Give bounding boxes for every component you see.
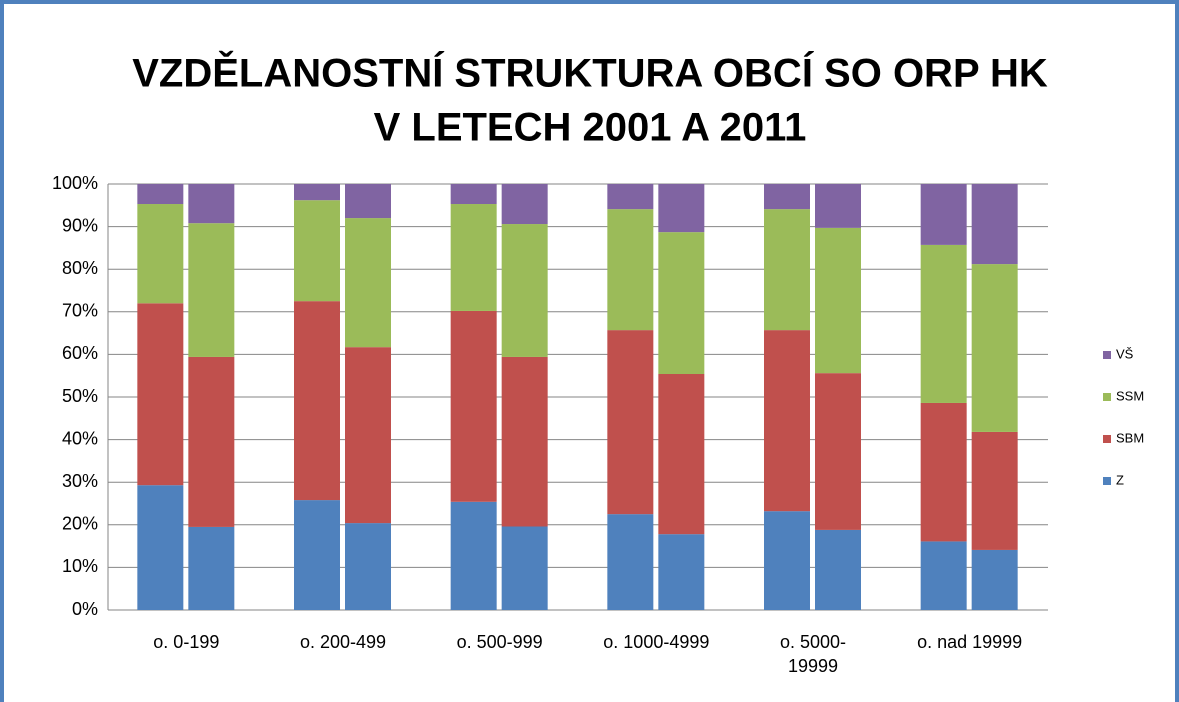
legend-swatch <box>1103 435 1111 443</box>
bar-segment <box>345 523 391 610</box>
legend-swatch <box>1103 477 1111 485</box>
bar-segment <box>764 330 810 512</box>
y-tick-label: 10% <box>62 556 98 576</box>
bar-segment <box>137 184 184 205</box>
bar-segment <box>188 223 235 357</box>
x-tick-label: o. 0-199 <box>153 632 220 652</box>
bar-segment <box>450 184 497 205</box>
bar-segment <box>501 526 548 610</box>
bar-segment <box>658 373 705 535</box>
bar-segment <box>450 310 497 502</box>
bar-segment <box>450 204 497 311</box>
bar-segment <box>658 534 705 610</box>
bar-segment <box>764 511 810 610</box>
legend-label: Z <box>1116 472 1124 487</box>
y-tick-label: 50% <box>62 386 98 406</box>
bar-segment <box>971 264 1018 432</box>
bar-segment <box>188 184 235 224</box>
bar-segment <box>501 184 548 225</box>
bar-segment <box>607 514 654 610</box>
bar-segment <box>294 184 340 201</box>
bar-segment <box>658 232 705 374</box>
bar-segment <box>607 209 654 331</box>
x-tick-label: o. 200-499 <box>299 632 387 652</box>
bar-segment <box>501 224 548 357</box>
y-tick-label: 80% <box>62 258 98 278</box>
bar-segment <box>920 184 967 245</box>
bar-segment <box>971 431 1018 550</box>
bar-segment <box>137 204 184 304</box>
legend-swatch <box>1103 393 1111 401</box>
legend-label: SBM <box>1116 430 1144 445</box>
legend-swatch <box>1103 351 1111 359</box>
bar-segment <box>764 184 810 210</box>
chart-title: V LETECH 2001 A 2011 <box>374 106 807 150</box>
y-tick-label: 100% <box>52 173 98 193</box>
chart-title: VZDĚLANOSTNÍ STRUKTURA OBCÍ SO ORP HK <box>132 50 1048 96</box>
bar-segment <box>815 227 861 374</box>
bar-segment <box>971 549 1018 610</box>
bar-segment <box>501 356 548 527</box>
bar-segment <box>658 184 705 233</box>
bar-segment <box>294 200 340 302</box>
bar-segment <box>188 526 235 610</box>
bar-segment <box>188 356 235 527</box>
bar-segment <box>294 301 340 501</box>
bar-segment <box>815 373 861 530</box>
y-tick-label: 90% <box>62 215 98 235</box>
y-tick-label: 20% <box>62 514 98 534</box>
x-tick-label: o. 500-999 <box>456 632 543 652</box>
bar-segment <box>345 347 391 524</box>
bar-segment <box>607 330 654 515</box>
y-tick-label: 30% <box>62 471 98 491</box>
bar-segment <box>137 485 184 610</box>
y-tick-label: 70% <box>62 301 98 321</box>
bar-segment <box>920 244 967 403</box>
bar-segment <box>764 209 810 331</box>
bar-segment <box>920 541 967 610</box>
y-tick-label: 40% <box>62 428 98 448</box>
x-tick-label: o. 1000-4999 <box>603 632 710 652</box>
bar-segment <box>607 184 654 210</box>
x-tick-label: o. nad 19999 <box>917 632 1023 652</box>
bar-segment <box>345 184 391 219</box>
bar-segment <box>815 184 861 228</box>
bar-segment <box>137 303 184 486</box>
bar-segment <box>971 184 1018 265</box>
y-tick-label: 0% <box>72 599 98 619</box>
bar-segment <box>920 402 967 542</box>
bar-segment <box>294 500 340 610</box>
legend-label: SSM <box>1116 388 1144 403</box>
y-tick-label: 60% <box>62 343 98 363</box>
bar-segment <box>345 218 391 348</box>
legend-label: VŠ <box>1116 346 1134 361</box>
bar-segment <box>815 529 861 610</box>
bar-segment <box>450 501 497 610</box>
x-tick-label: o. 5000-19999 <box>779 632 847 676</box>
